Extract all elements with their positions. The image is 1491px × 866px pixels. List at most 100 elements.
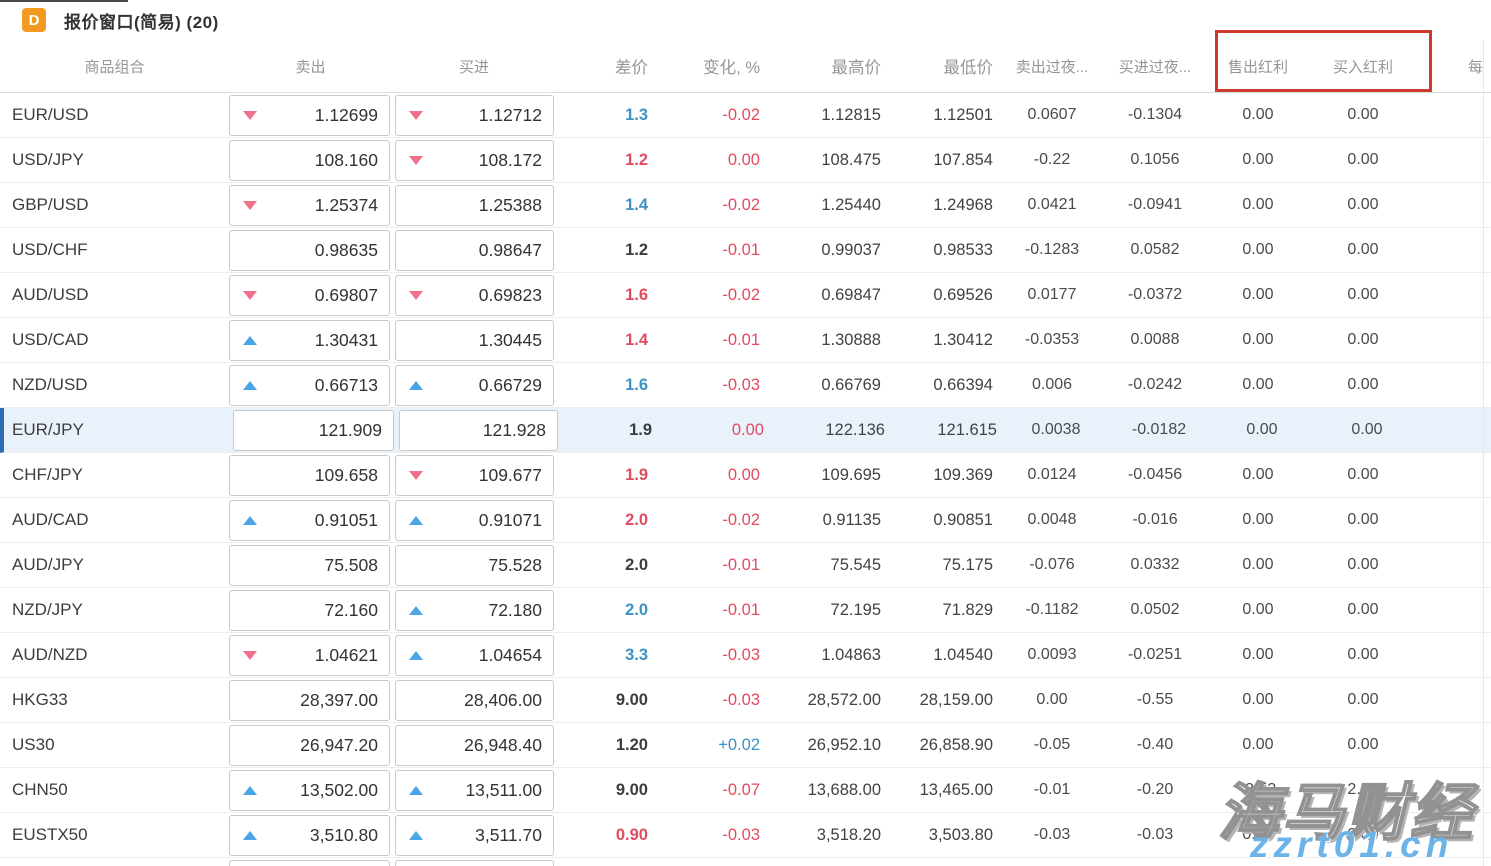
sell-price-button[interactable]: 1.25374 bbox=[229, 184, 390, 226]
sell-price-button[interactable]: 0.66713 bbox=[229, 364, 390, 406]
column-header-sell-dividend[interactable]: 售出红利 bbox=[1227, 58, 1288, 76]
sell-price-value: 72.160 bbox=[324, 599, 378, 620]
sell-price-value: 26,947.20 bbox=[300, 734, 378, 755]
buy-price-value: 0.69823 bbox=[478, 284, 542, 305]
sell-price-button[interactable]: 1.04621 bbox=[229, 634, 390, 676]
sell-price-value: 75.508 bbox=[324, 554, 378, 575]
buy-price-button[interactable]: 72.180 bbox=[395, 589, 554, 631]
table-row[interactable]: EUSTX50 3,510.80 3,511.70 0.90 -0.03 3,5… bbox=[0, 813, 1491, 858]
buy-price-button[interactable]: 26,948.40 bbox=[395, 724, 554, 766]
buy-price-button[interactable]: 1.12712 bbox=[395, 94, 554, 136]
symbol-label: CHN50 bbox=[12, 780, 68, 799]
table-row[interactable] bbox=[0, 858, 1491, 866]
spread-value: 2.0 bbox=[625, 600, 648, 619]
change-pct-value: -0.03 bbox=[722, 690, 760, 709]
column-header-sell-swap[interactable]: 卖出过夜... bbox=[1015, 58, 1089, 76]
sell-price-button[interactable]: 75.508 bbox=[229, 544, 390, 586]
buy-price-button[interactable]: 0.69823 bbox=[395, 274, 554, 316]
table-row[interactable]: AUD/NZD 1.04621 1.04654 3.3 -0.03 1.0486… bbox=[0, 633, 1491, 678]
table-row[interactable]: AUD/CAD 0.91051 0.91071 2.0 -0.02 0.9113… bbox=[0, 498, 1491, 543]
column-header-buy-dividend[interactable]: 买入红利 bbox=[1332, 58, 1393, 76]
buy-price-button[interactable]: 3,511.70 bbox=[395, 814, 554, 856]
buy-price-button[interactable]: 75.528 bbox=[395, 544, 554, 586]
price-direction-icon bbox=[243, 335, 257, 345]
buy-price-button[interactable]: 108.172 bbox=[395, 139, 554, 181]
sell-price-button[interactable]: 108.160 bbox=[229, 139, 390, 181]
column-header-change-pct[interactable]: 变化, % bbox=[703, 59, 760, 77]
buy-price-button[interactable]: 1.30445 bbox=[395, 319, 554, 361]
sell-price-button[interactable]: 0.91051 bbox=[229, 499, 390, 541]
sell-price-button[interactable]: 28,397.00 bbox=[229, 679, 390, 721]
sell-price-button[interactable]: 72.160 bbox=[229, 589, 390, 631]
sell-dividend-value: 0.00 bbox=[1242, 151, 1274, 168]
low-price-value: 0.98533 bbox=[933, 240, 993, 259]
sell-swap-value: 0.00 bbox=[1036, 691, 1068, 708]
symbol-label: USD/CAD bbox=[12, 330, 89, 349]
low-price-value: 0.66394 bbox=[933, 375, 993, 394]
sell-price-button[interactable]: 13,502.00 bbox=[229, 769, 390, 811]
sell-swap-value: -0.1283 bbox=[1024, 241, 1080, 258]
buy-price-button[interactable]: 28,406.00 bbox=[395, 679, 554, 721]
buy-price-button[interactable]: 1.04654 bbox=[395, 634, 554, 676]
buy-price-button[interactable]: 0.98647 bbox=[395, 229, 554, 271]
table-row[interactable]: CHF/JPY 109.658 109.677 1.9 0.00 109.695… bbox=[0, 453, 1491, 498]
sell-price-button[interactable]: 3,510.80 bbox=[229, 814, 390, 856]
price-direction-icon bbox=[409, 110, 423, 120]
table-row[interactable]: USD/JPY 108.160 108.172 1.2 0.00 108.475… bbox=[0, 138, 1491, 183]
table-row[interactable]: CHN50 13,502.00 13,511.00 9.00 -0.07 13,… bbox=[0, 768, 1491, 813]
buy-swap-value: -0.0456 bbox=[1127, 466, 1183, 483]
sell-dividend-value: 0.00 bbox=[1242, 691, 1274, 708]
buy-price-button[interactable]: 0.91071 bbox=[395, 499, 554, 541]
column-header-per-truncated[interactable]: 每 bbox=[1468, 58, 1484, 76]
buy-price-value: 108.172 bbox=[478, 149, 542, 170]
column-header-buy[interactable]: 买进 bbox=[458, 58, 489, 76]
table-row[interactable]: AUD/USD 0.69807 0.69823 1.6 -0.02 0.6984… bbox=[0, 273, 1491, 318]
buy-price-value: 26,948.40 bbox=[464, 734, 542, 755]
sell-price-button[interactable]: 26,947.20 bbox=[229, 724, 390, 766]
buy-price-value: 121.928 bbox=[482, 419, 546, 440]
table-row[interactable]: NZD/USD 0.66713 0.66729 1.6 -0.03 0.6676… bbox=[0, 363, 1491, 408]
sell-swap-value: 0.0607 bbox=[1027, 106, 1077, 123]
sell-price-button[interactable]: 0.98635 bbox=[229, 229, 390, 271]
sell-price-button[interactable]: 121.909 bbox=[233, 409, 394, 451]
sell-price-button[interactable]: 1.12699 bbox=[229, 94, 390, 136]
column-header-sell[interactable]: 卖出 bbox=[295, 58, 326, 76]
column-header-low[interactable]: 最低价 bbox=[943, 59, 994, 77]
table-row[interactable]: USD/CAD 1.30431 1.30445 1.4 -0.01 1.3088… bbox=[0, 318, 1491, 363]
sell-price-button[interactable]: 109.658 bbox=[229, 454, 390, 496]
sell-dividend-value: 0.00 bbox=[1242, 556, 1274, 573]
table-row[interactable]: NZD/JPY 72.160 72.180 2.0 -0.01 72.195 7… bbox=[0, 588, 1491, 633]
buy-swap-value: -0.016 bbox=[1132, 511, 1178, 528]
sell-price-button[interactable]: 1.30431 bbox=[229, 319, 390, 361]
column-header-spread[interactable]: 差价 bbox=[615, 59, 648, 77]
table-row[interactable]: USD/CHF 0.98635 0.98647 1.2 -0.01 0.9903… bbox=[0, 228, 1491, 273]
buy-price-button[interactable]: 1.25388 bbox=[395, 184, 554, 226]
change-pct-value: -0.02 bbox=[722, 285, 760, 304]
table-row[interactable]: GBP/USD 1.25374 1.25388 1.4 -0.02 1.2544… bbox=[0, 183, 1491, 228]
symbol-label: EUSTX50 bbox=[12, 825, 88, 844]
sell-swap-value: 0.0124 bbox=[1027, 466, 1077, 483]
buy-price-button[interactable]: 109.677 bbox=[395, 454, 554, 496]
sell-price-button[interactable] bbox=[229, 859, 390, 866]
buy-price-button[interactable] bbox=[395, 859, 554, 866]
table-row[interactable]: EUR/JPY 121.909 121.928 1.9 0.00 122.136… bbox=[0, 408, 1491, 453]
high-price-value: 13,688.00 bbox=[807, 780, 881, 799]
buy-price-button[interactable]: 0.66729 bbox=[395, 364, 554, 406]
price-direction-icon bbox=[409, 155, 423, 165]
buy-dividend-value: 2.64 bbox=[1347, 781, 1379, 798]
sell-price-button[interactable]: 0.69807 bbox=[229, 274, 390, 316]
buy-price-button[interactable]: 121.928 bbox=[399, 409, 558, 451]
table-row[interactable]: AUD/JPY 75.508 75.528 2.0 -0.01 75.545 7… bbox=[0, 543, 1491, 588]
spread-value: 2.0 bbox=[625, 510, 648, 529]
buy-swap-value: -0.0182 bbox=[1131, 421, 1187, 438]
column-header-symbol[interactable]: 商品组合 bbox=[84, 58, 145, 76]
high-price-value: 0.69847 bbox=[821, 285, 881, 304]
column-header-buy-swap[interactable]: 买进过夜... bbox=[1118, 58, 1192, 76]
high-price-value: 75.545 bbox=[830, 555, 881, 574]
column-header-high[interactable]: 最高价 bbox=[831, 59, 882, 77]
buy-price-value: 75.528 bbox=[488, 554, 542, 575]
table-row[interactable]: US30 26,947.20 26,948.40 1.20 +0.02 26,9… bbox=[0, 723, 1491, 768]
table-row[interactable]: EUR/USD 1.12699 1.12712 1.3 -0.02 1.1281… bbox=[0, 93, 1491, 138]
buy-price-button[interactable]: 13,511.00 bbox=[395, 769, 554, 811]
table-row[interactable]: HKG33 28,397.00 28,406.00 9.00 -0.03 28,… bbox=[0, 678, 1491, 723]
